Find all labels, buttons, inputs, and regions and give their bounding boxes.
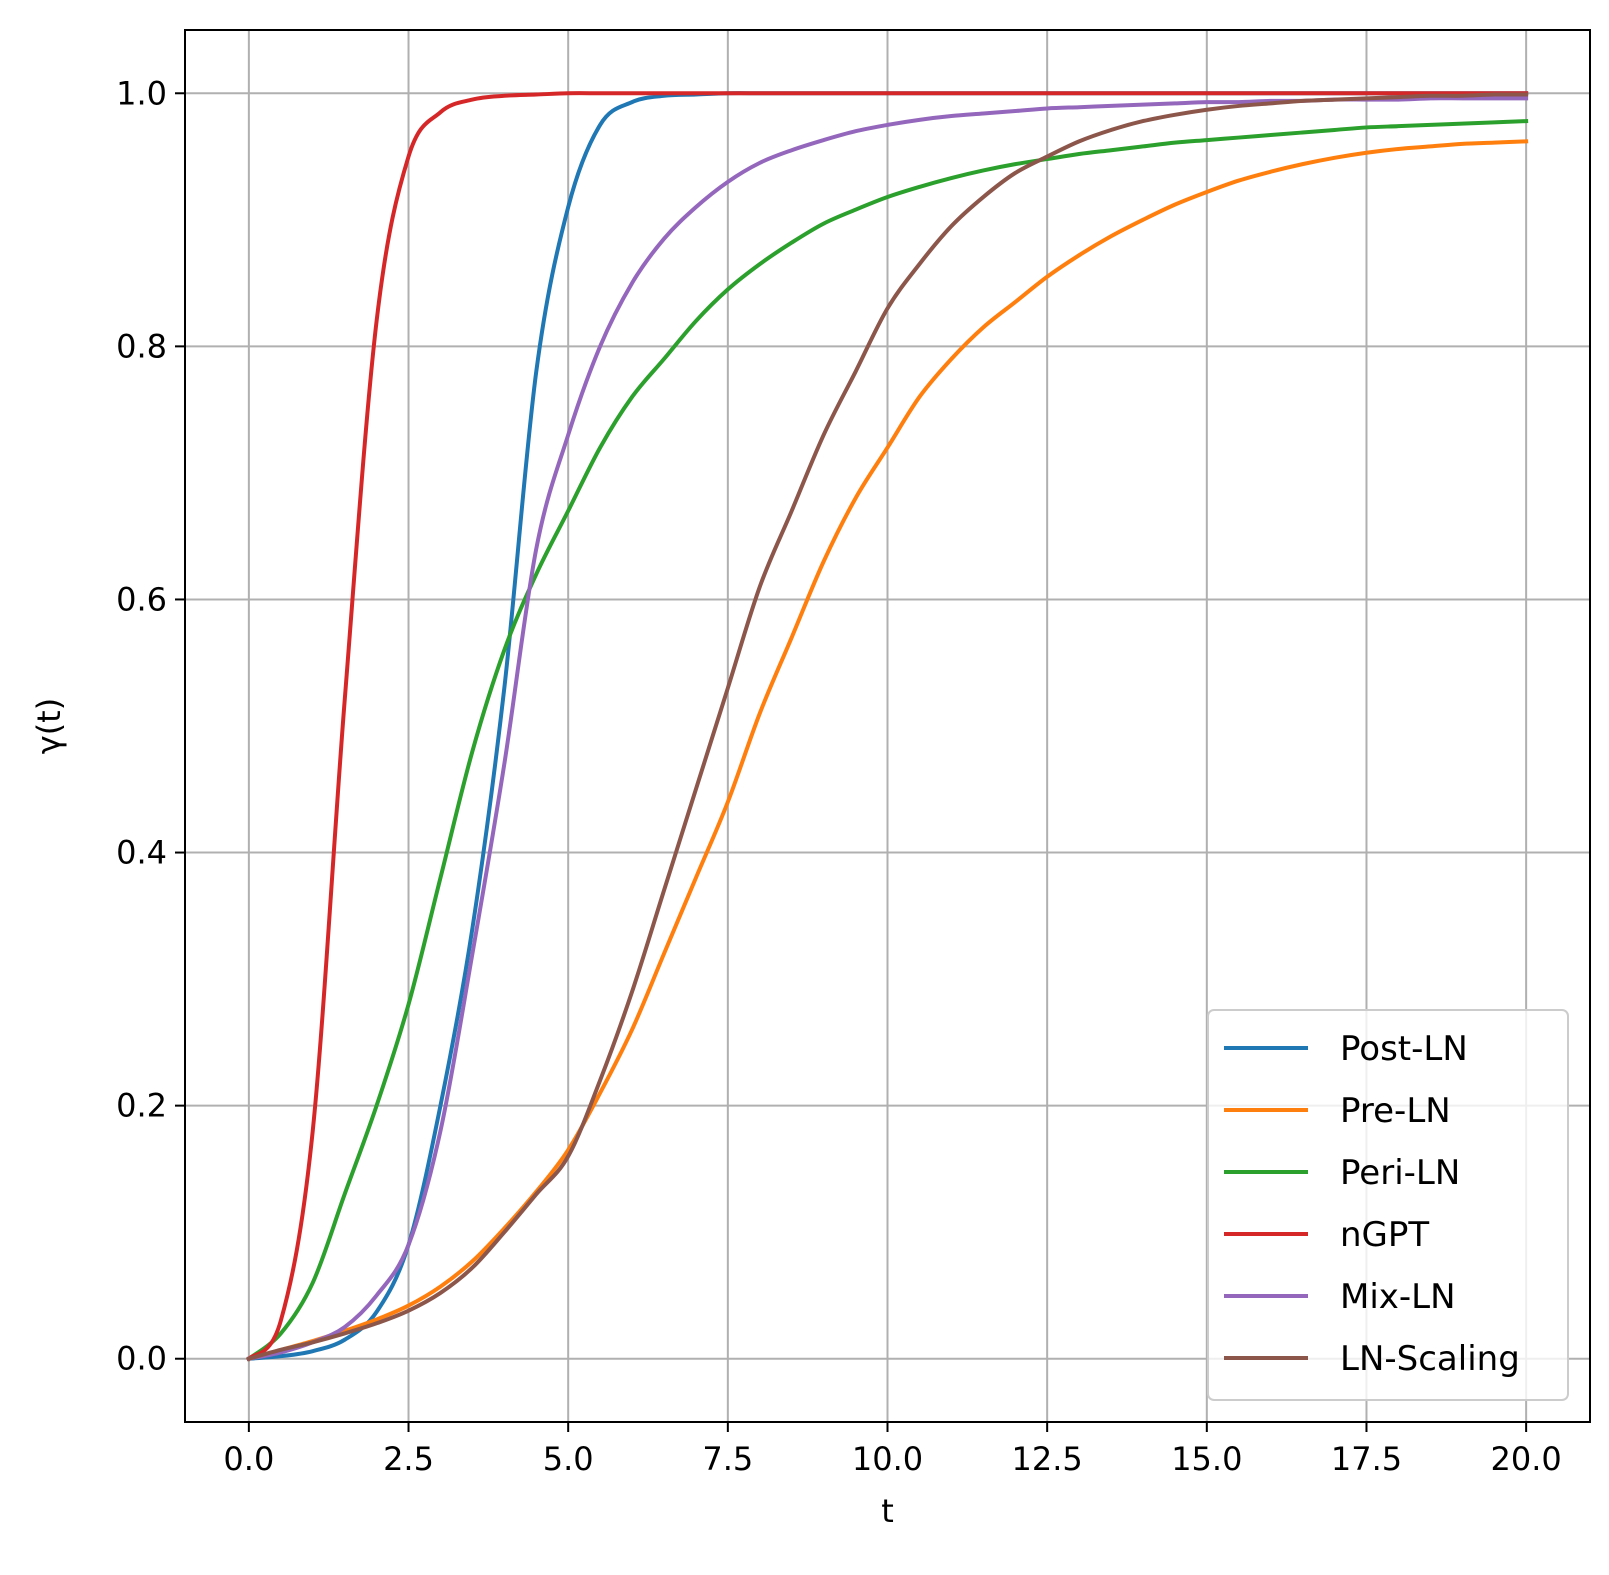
x-axis-ticks: 0.0 2.5 5.0 7.5 10.0 12.5 15.0 17.5 20.0	[223, 1422, 1562, 1478]
y-axis-label: γ(t)	[30, 698, 68, 754]
x-tick-label: 2.5	[383, 1440, 434, 1478]
x-tick-label: 10.0	[852, 1440, 923, 1478]
series-line-peri-ln	[246, 119, 1529, 1362]
series-line-pre-ln	[246, 139, 1529, 1362]
legend-label-peri-ln: Peri-LN	[1340, 1153, 1460, 1193]
legend-label-pre-ln: Pre-LN	[1340, 1091, 1451, 1131]
x-tick-label: 12.5	[1012, 1440, 1083, 1478]
y-tick-label: 0.0	[116, 1340, 167, 1378]
legend-label-post-ln: Post-LN	[1340, 1029, 1468, 1069]
x-tick-label: 5.0	[543, 1440, 594, 1478]
x-tick-label: 17.5	[1331, 1440, 1402, 1478]
y-axis-ticks: 0.0 0.2 0.4 0.6 0.8 1.0	[116, 74, 185, 1378]
grid	[185, 30, 1590, 1422]
x-tick-label: 0.0	[223, 1440, 274, 1478]
legend-box	[1207, 1009, 1569, 1401]
series-line-ln-scaling	[246, 92, 1529, 1362]
y-tick-label: 0.2	[116, 1087, 167, 1125]
legend-label-mix-ln: Mix-LN	[1340, 1277, 1456, 1317]
series-lines	[246, 91, 1529, 1362]
legend-label-ln-scaling: LN-Scaling	[1340, 1339, 1520, 1379]
legend: Post-LN Pre-LN Peri-LN nGPT Mix-LN LN-Scaling	[1207, 1009, 1569, 1401]
legend-label-ngpt: nGPT	[1340, 1215, 1429, 1255]
series-line-ngpt	[246, 91, 1529, 1362]
x-tick-label: 7.5	[702, 1440, 753, 1478]
y-tick-label: 0.6	[116, 580, 167, 618]
x-tick-label: 15.0	[1171, 1440, 1242, 1478]
x-tick-label: 20.0	[1491, 1440, 1562, 1478]
x-axis-label: t	[881, 1492, 894, 1530]
y-tick-label: 0.4	[116, 834, 167, 872]
y-tick-label: 1.0	[116, 74, 167, 112]
y-tick-label: 0.8	[116, 327, 167, 365]
